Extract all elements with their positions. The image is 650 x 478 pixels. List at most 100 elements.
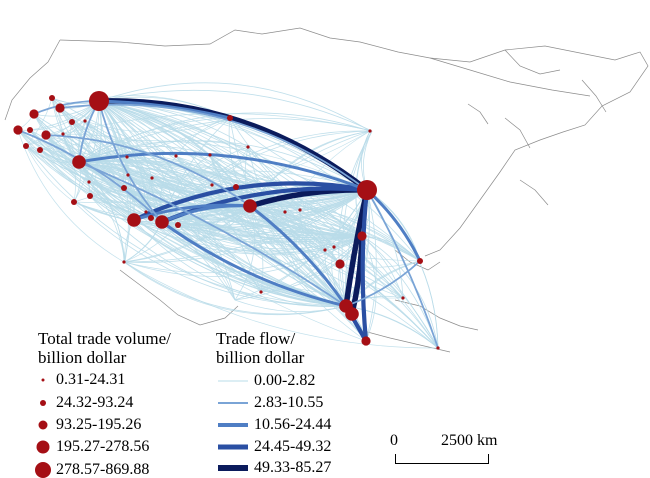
flow-light-429 <box>84 120 286 213</box>
node-legend-label-4: 195.27-278.56 <box>56 438 150 455</box>
trade-node-17 <box>227 115 233 121</box>
flow-legend-title: Trade flow/ billion dollar <box>216 329 304 367</box>
flow-light-434 <box>25 145 75 203</box>
flow-heavy-22 <box>345 260 421 307</box>
trade-node-28 <box>37 147 43 153</box>
trade-node-3 <box>243 199 257 213</box>
trade-node-35 <box>368 129 372 133</box>
flow-legend-label-2: 2.83-10.55 <box>254 394 324 411</box>
coastline-3 <box>429 57 591 97</box>
trade-flows <box>17 98 439 349</box>
flow-light-377 <box>127 174 363 237</box>
node-legend-title: Total trade volume/ billion dollar <box>38 329 171 367</box>
flow-light-308 <box>78 159 326 251</box>
flow-light-235 <box>161 208 421 262</box>
node-symbol-3 <box>30 415 56 435</box>
trade-node-23 <box>87 193 93 199</box>
flow-light-376 <box>145 211 363 245</box>
flow-light-277 <box>78 140 368 191</box>
node-symbol-5 <box>30 460 56 478</box>
flow-legend-label-3: 10.56-24.44 <box>254 416 332 433</box>
flow-light-444 <box>126 156 363 237</box>
flow-light-430 <box>84 117 231 133</box>
flow-legend-title-line1: Trade flow/ <box>216 329 296 348</box>
coastline-9 <box>581 79 607 113</box>
flow-heavy-14 <box>366 189 439 349</box>
trade-node-21 <box>69 119 75 125</box>
trade-node-27 <box>27 127 33 133</box>
trade-node-46 <box>83 119 87 123</box>
trade-node-19 <box>148 215 154 221</box>
flow-heavy-21 <box>160 204 252 224</box>
flow-light-352 <box>89 195 363 252</box>
flow-heavy-12 <box>248 204 348 308</box>
node-legend-label-3: 93.25-195.26 <box>56 416 142 433</box>
coastline-8 <box>359 329 451 353</box>
flow-light-416 <box>39 140 368 191</box>
coastline-4 <box>504 49 561 75</box>
flow-symbol-5 <box>218 458 248 478</box>
flow-legend-row-5: 49.33-85.27 <box>218 458 331 478</box>
flow-light-368 <box>88 181 363 240</box>
flow-heavy-11 <box>77 151 369 192</box>
node-legend-label-1: 0.31-24.31 <box>56 371 126 388</box>
trade-node-47 <box>144 210 148 214</box>
trade-node-32 <box>283 210 287 214</box>
flow-symbol-3 <box>218 415 248 435</box>
flow-light-354 <box>73 201 363 243</box>
flow-light-414 <box>284 130 371 213</box>
trade-node-37 <box>259 290 263 294</box>
coastline-11 <box>504 117 531 149</box>
coastline-7 <box>394 299 479 331</box>
flow-light-260 <box>161 221 439 349</box>
node-symbol-2 <box>30 393 56 413</box>
flow-light-406 <box>199 130 371 241</box>
flow-heavy-7 <box>360 187 370 344</box>
flow-legend-row-2: 2.83-10.55 <box>218 393 323 413</box>
trade-node-26 <box>49 95 55 101</box>
flow-light-103 <box>124 261 347 315</box>
trade-node-10 <box>29 109 39 119</box>
node-symbol-1 <box>30 370 56 390</box>
coastline-6 <box>394 249 441 271</box>
trade-node-42 <box>332 245 336 249</box>
flow-light-443 <box>17 129 125 263</box>
flow-legend-row-4: 24.45-49.32 <box>218 437 331 457</box>
trade-node-43 <box>246 145 250 149</box>
trade-node-38 <box>174 154 178 158</box>
coastline-1 <box>59 27 649 257</box>
coastline-5 <box>119 269 239 326</box>
trade-node-30 <box>125 155 129 159</box>
node-legend-row-2: 24.32-93.24 <box>30 393 133 413</box>
node-legend-title-line1: Total trade volume/ <box>38 329 171 348</box>
flow-light-396 <box>62 133 76 203</box>
trade-node-20 <box>175 222 181 228</box>
flow-light-386 <box>209 154 367 342</box>
trade-node-25 <box>71 199 77 205</box>
flow-light-15 <box>366 189 421 262</box>
trade-node-15 <box>361 336 371 346</box>
flow-symbol-2 <box>218 393 248 413</box>
trade-node-31 <box>210 183 214 187</box>
flow-light-394 <box>123 170 368 191</box>
flow-heavy-23 <box>98 100 163 223</box>
flow-light-425 <box>123 187 439 349</box>
coastline-2 <box>4 39 61 121</box>
trade-node-11 <box>55 103 65 113</box>
flow-light-331 <box>98 100 363 237</box>
flow-light-445 <box>78 161 347 307</box>
trade-node-45 <box>61 132 65 136</box>
flow-light-383 <box>119 139 363 237</box>
scale-bar <box>395 454 489 464</box>
trade-node-1 <box>89 91 109 111</box>
node-legend-row-1: 0.31-24.31 <box>30 370 125 390</box>
flow-light-441 <box>161 217 326 251</box>
trade-node-48 <box>126 173 130 177</box>
flow-legend-label-5: 49.33-85.27 <box>254 459 332 476</box>
flow-light-380 <box>361 235 421 262</box>
trade-node-5 <box>155 215 169 229</box>
trade-node-8 <box>345 307 359 321</box>
flow-heavy-9 <box>365 188 422 263</box>
